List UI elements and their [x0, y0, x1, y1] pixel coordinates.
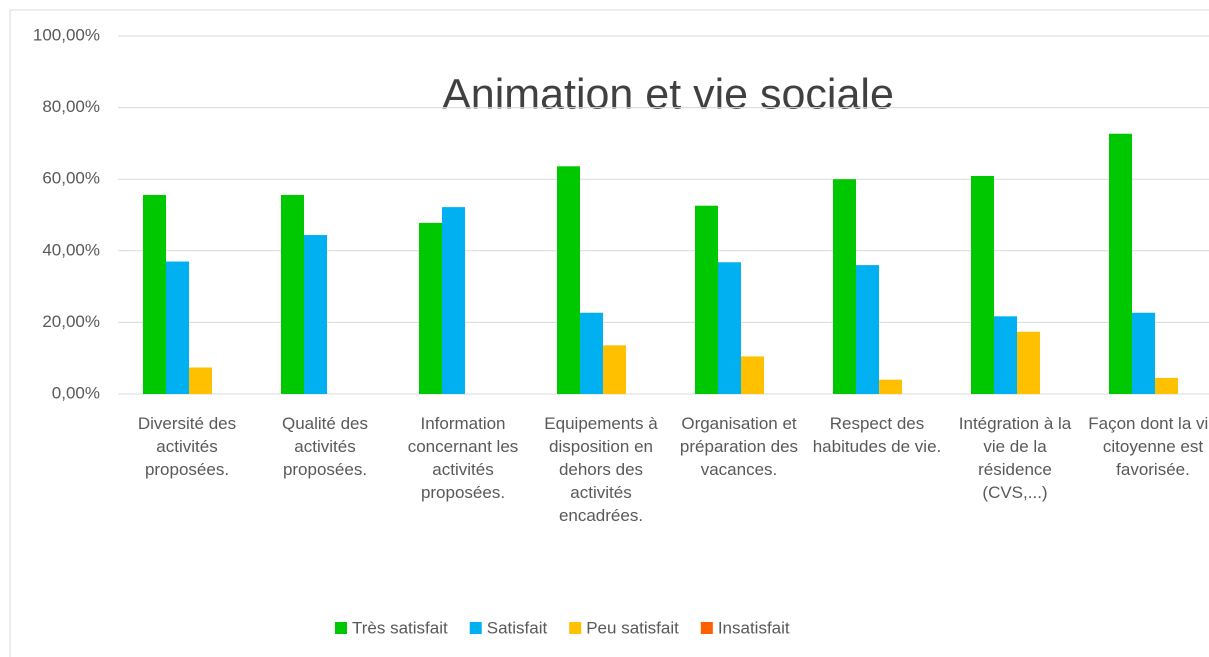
bar: [833, 179, 856, 394]
x-tick-label: Organisation et préparation des vacances…: [679, 414, 799, 479]
bar: [879, 379, 902, 394]
bar: [971, 175, 994, 394]
bar: [1017, 331, 1040, 394]
bar: [143, 194, 166, 394]
bar: [603, 345, 626, 394]
bar: [695, 205, 718, 394]
bar: [580, 312, 603, 394]
bar: [166, 261, 189, 394]
legend-label: Satisfait: [487, 618, 548, 637]
legend-label: Peu satisfait: [586, 618, 679, 637]
bar: [442, 207, 465, 394]
bar: [1155, 377, 1178, 394]
x-tick-label: Equipements à disposition en dehors des …: [544, 414, 658, 525]
legend-label: Insatisfait: [718, 618, 790, 637]
legend-label: Très satisfait: [352, 618, 448, 637]
y-tick-label: 80,00%: [42, 97, 100, 116]
bar: [281, 194, 304, 394]
bar: [741, 356, 764, 394]
bar: [557, 166, 580, 394]
x-tick-label: Façon dont la vie citoyenne est favorisé…: [1088, 414, 1209, 479]
bar: [856, 265, 879, 394]
bar: [304, 235, 327, 394]
bar: [994, 316, 1017, 394]
y-tick-label: 40,00%: [42, 240, 100, 259]
x-tick-label: Diversité des activités proposées.: [137, 414, 237, 479]
legend-swatch: [700, 622, 713, 634]
x-tick-label: Respect des habitudes de vie.: [812, 414, 942, 456]
x-tick-label: Information concernant les activités pro…: [407, 414, 519, 502]
chart-title: Animation et vie sociale: [442, 70, 894, 118]
bar: [718, 262, 741, 394]
legend-swatch: [569, 622, 582, 634]
bar: [1109, 133, 1132, 394]
x-tick-label: Qualité des activités proposées.: [282, 414, 368, 479]
bar: [419, 222, 442, 394]
bar: [189, 367, 212, 394]
legend-swatch: [469, 622, 482, 634]
legend-swatch: [335, 622, 347, 634]
y-tick-label: 60,00%: [42, 169, 100, 188]
y-tick-label: 20,00%: [42, 312, 100, 331]
y-tick-label: 100,00%: [33, 25, 100, 44]
x-tick-label: Intégration à la vie de la résidence (CV…: [958, 414, 1072, 502]
y-tick-label: 0,00%: [52, 383, 100, 402]
bar: [1132, 312, 1155, 394]
